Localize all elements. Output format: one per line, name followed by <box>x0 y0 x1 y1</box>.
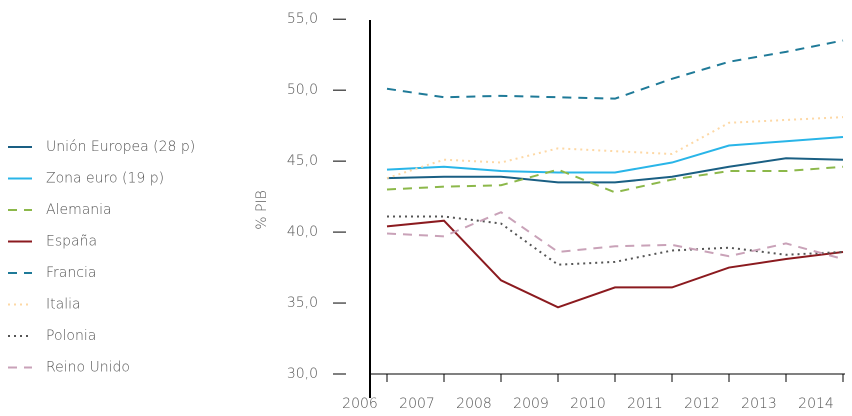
x-tick-label: 2009 <box>513 396 549 412</box>
x-tick-label: 2014 <box>798 396 834 412</box>
legend-label: Polonia <box>46 328 96 344</box>
x-tick-label: 2013 <box>741 396 777 412</box>
y-tick-label: 35,0 <box>287 295 318 311</box>
series-line <box>386 219 844 309</box>
y-tick-label: 40,0 <box>287 224 318 240</box>
legend-label: Reino Unido <box>46 360 130 376</box>
series-line <box>386 135 844 174</box>
legend-label: España <box>46 234 97 250</box>
y-tick-label: 45,0 <box>287 153 318 169</box>
legend-label: Alemania <box>46 202 112 218</box>
legend-label: Italia <box>46 297 81 313</box>
x-tick-label: 2010 <box>570 396 606 412</box>
legend-label: Zona euro (19 p) <box>46 171 164 187</box>
x-tick-label: 2011 <box>627 396 663 412</box>
x-tick-label: 2012 <box>684 396 720 412</box>
series-line <box>386 157 844 184</box>
y-axis-label: % PIB <box>254 190 270 230</box>
x-tick-label: 2008 <box>456 396 492 412</box>
y-tick-label: 30,0 <box>287 366 318 382</box>
y-tick-label: 55,0 <box>287 11 318 27</box>
legend-label: Unión Europea (28 p) <box>46 139 195 155</box>
y-tick-label: 50,0 <box>287 82 318 98</box>
x-tick-label: 2007 <box>399 396 435 412</box>
legend-label: Francia <box>46 265 96 281</box>
series-line <box>386 116 844 180</box>
x-tick-label: 2006 <box>342 396 378 412</box>
series-line <box>386 165 844 194</box>
series-line <box>386 211 844 261</box>
series-line <box>387 215 844 266</box>
series-line <box>386 39 844 100</box>
